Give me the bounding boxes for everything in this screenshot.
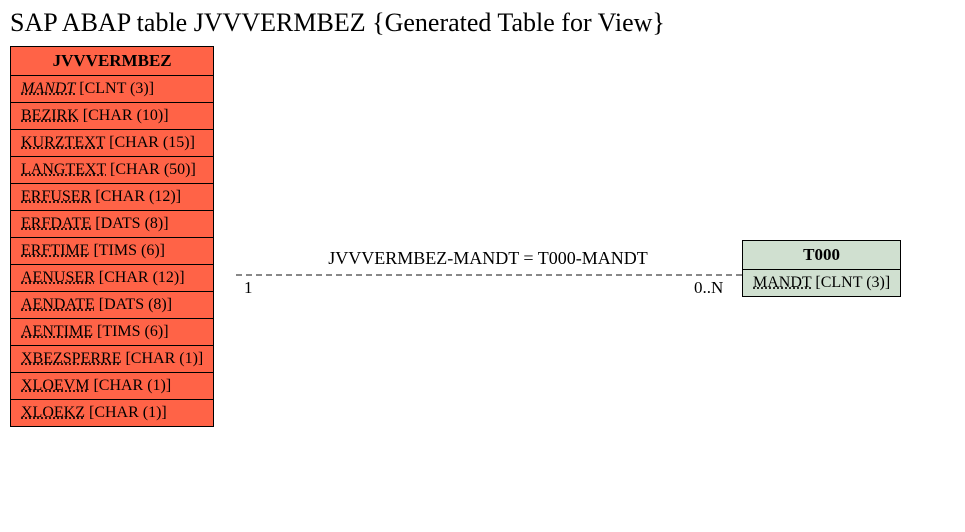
entity-field: ERFDATE [DATS (8)] <box>11 211 214 238</box>
entity-t000: T000 MANDT [CLNT (3)] <box>742 240 901 297</box>
entity-field: LANGTEXT [CHAR (50)] <box>11 157 214 184</box>
field-name: ERFUSER <box>21 188 91 205</box>
entity-fields-right: MANDT [CLNT (3)] <box>743 270 901 297</box>
relation-line <box>236 274 742 276</box>
entity-header-left: JVVVERMBEZ <box>11 47 214 76</box>
entity-jvvvermbez: JVVVERMBEZ MANDT [CLNT (3)]BEZIRK [CHAR … <box>10 46 214 427</box>
entity-field: XLOEKZ [CHAR (1)] <box>11 400 214 427</box>
field-name: XLOEKZ <box>21 404 85 421</box>
field-name: AENTIME <box>21 323 93 340</box>
field-type: [CHAR (12)] <box>91 188 181 205</box>
relation-label: JVVVERMBEZ-MANDT = T000-MANDT <box>298 248 678 269</box>
entity-field: MANDT [CLNT (3)] <box>743 270 901 297</box>
field-type: [TIMS (6)] <box>93 323 169 340</box>
entity-field: KURZTEXT [CHAR (15)] <box>11 130 214 157</box>
entity-field: BEZIRK [CHAR (10)] <box>11 103 214 130</box>
entity-field: XBEZSPERRE [CHAR (1)] <box>11 346 214 373</box>
entity-field: AENUSER [CHAR (12)] <box>11 265 214 292</box>
field-name: XLOEVM <box>21 377 89 394</box>
field-name: MANDT <box>753 274 811 291</box>
field-name: LANGTEXT <box>21 161 106 178</box>
entity-field: ERFTIME [TIMS (6)] <box>11 238 214 265</box>
field-type: [CHAR (10)] <box>79 107 169 124</box>
entity-field: XLOEVM [CHAR (1)] <box>11 373 214 400</box>
field-type: [CHAR (50)] <box>106 161 196 178</box>
entity-fields-left: MANDT [CLNT (3)]BEZIRK [CHAR (10)]KURZTE… <box>11 76 214 427</box>
field-type: [DATS (8)] <box>91 215 168 232</box>
field-type: [DATS (8)] <box>95 296 172 313</box>
field-type: [CHAR (1)] <box>89 377 171 394</box>
field-type: [CHAR (1)] <box>121 350 203 367</box>
field-name: MANDT <box>21 80 75 97</box>
field-type: [CLNT (3)] <box>811 274 890 291</box>
field-type: [CHAR (15)] <box>105 134 195 151</box>
multiplicity-right: 0..N <box>694 278 723 298</box>
entity-field: ERFUSER [CHAR (12)] <box>11 184 214 211</box>
entity-field: AENTIME [TIMS (6)] <box>11 319 214 346</box>
field-name: BEZIRK <box>21 107 79 124</box>
field-type: [CHAR (12)] <box>95 269 185 286</box>
field-name: AENUSER <box>21 269 95 286</box>
multiplicity-left: 1 <box>244 278 253 298</box>
entity-field: MANDT [CLNT (3)] <box>11 76 214 103</box>
entity-field: AENDATE [DATS (8)] <box>11 292 214 319</box>
page-title: SAP ABAP table JVVVERMBEZ {Generated Tab… <box>10 8 665 38</box>
field-name: ERFTIME <box>21 242 89 259</box>
field-name: KURZTEXT <box>21 134 105 151</box>
entity-header-right: T000 <box>743 241 901 270</box>
field-name: ERFDATE <box>21 215 91 232</box>
field-name: AENDATE <box>21 296 95 313</box>
field-type: [CHAR (1)] <box>85 404 167 421</box>
field-type: [CLNT (3)] <box>75 80 154 97</box>
field-name: XBEZSPERRE <box>21 350 121 367</box>
field-type: [TIMS (6)] <box>89 242 165 259</box>
